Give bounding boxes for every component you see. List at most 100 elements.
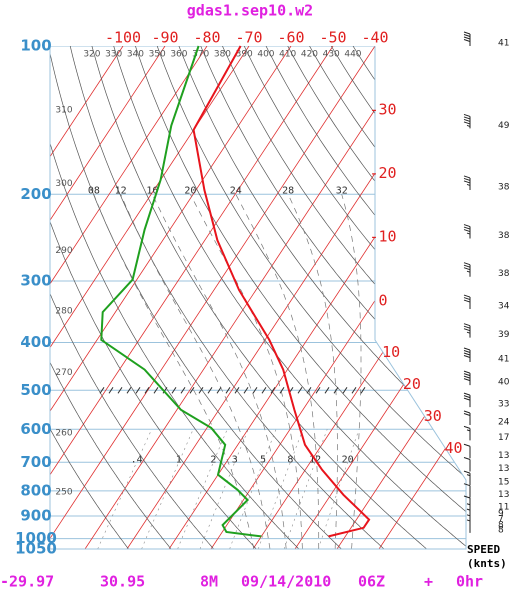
pressure-label: 1050 bbox=[15, 540, 57, 558]
hatch bbox=[315, 387, 321, 394]
barb-half bbox=[466, 514, 471, 517]
moist-adiabat bbox=[235, 194, 320, 549]
mixing-ratio-line bbox=[318, 429, 360, 549]
pressure-label: 200 bbox=[20, 185, 51, 203]
isotherm-label: 10 bbox=[382, 343, 400, 361]
wind-speed: 7 bbox=[498, 515, 504, 525]
hatch bbox=[270, 387, 276, 394]
hatch bbox=[279, 387, 285, 394]
barb-tick bbox=[463, 267, 471, 271]
wind-speed: 17 bbox=[498, 433, 509, 443]
barb-tick bbox=[463, 457, 471, 461]
dry-adiabat bbox=[91, 46, 427, 549]
wind-barb bbox=[463, 294, 471, 310]
barb-tick bbox=[463, 264, 471, 268]
mixing-ratio-line bbox=[141, 429, 194, 549]
wind-speed: 40 bbox=[498, 378, 510, 388]
isotherm bbox=[378, 46, 466, 549]
footer-text: 06Z bbox=[358, 573, 385, 591]
footer-text: 8M bbox=[200, 573, 218, 591]
theta-label: 410 bbox=[279, 50, 296, 60]
moist-adiabat bbox=[287, 194, 338, 549]
barb-half bbox=[466, 270, 471, 273]
isotherm-label: 40 bbox=[444, 439, 462, 457]
barb-tick bbox=[463, 34, 471, 37]
hatch bbox=[234, 387, 240, 394]
wind-barb bbox=[463, 262, 471, 277]
theta-label: 440 bbox=[344, 50, 361, 60]
hatch bbox=[180, 387, 186, 394]
isotherm bbox=[336, 46, 466, 549]
hatch bbox=[351, 387, 357, 394]
wind-speed: 49 bbox=[498, 121, 510, 131]
theta-label: 400 bbox=[257, 50, 274, 60]
isotherm-label: -90 bbox=[151, 29, 178, 47]
pressure-label: 800 bbox=[20, 481, 51, 499]
theta-label: 320 bbox=[83, 50, 100, 60]
isotherm-label: -80 bbox=[193, 29, 220, 47]
barb-half bbox=[466, 474, 471, 477]
hatch bbox=[135, 387, 141, 394]
moist-adiabat-label: 16 bbox=[146, 185, 158, 196]
barb-half bbox=[466, 508, 471, 511]
isotherm-label: -40 bbox=[361, 29, 388, 47]
barb-tick bbox=[463, 180, 471, 184]
pressure-label: 100 bbox=[20, 37, 51, 55]
isotherm-label: -100 bbox=[105, 29, 141, 47]
wind-speed: 13 bbox=[498, 464, 509, 474]
isotherm-label: -10 bbox=[369, 228, 396, 246]
barb-half bbox=[466, 232, 471, 235]
wind-speed: 39 bbox=[498, 330, 510, 340]
footer-text: 09/14/2010 bbox=[241, 573, 331, 591]
barb-tick bbox=[463, 224, 471, 228]
isotherm bbox=[126, 46, 460, 549]
hatch bbox=[306, 387, 312, 394]
wind-speed: 11 bbox=[498, 502, 509, 512]
hatch bbox=[171, 387, 177, 394]
barb-tick bbox=[463, 36, 471, 40]
theta-label: 350 bbox=[149, 50, 166, 60]
barb-half bbox=[466, 124, 471, 127]
barb-tick bbox=[463, 121, 471, 125]
dry-adiabat bbox=[265, 46, 466, 549]
wind-speed: 41 bbox=[498, 354, 509, 364]
wind-barb bbox=[463, 392, 471, 408]
moist-adiabat bbox=[341, 194, 362, 549]
barb-tick bbox=[463, 118, 471, 122]
wind-barb bbox=[463, 495, 471, 510]
barb-tick bbox=[463, 116, 471, 120]
wind-barb bbox=[466, 519, 471, 533]
hatch bbox=[225, 387, 231, 394]
barb-tick bbox=[463, 395, 471, 399]
dry-adiabat bbox=[50, 46, 129, 549]
moist-adiabat-label: 28 bbox=[282, 185, 294, 196]
wind-barb bbox=[463, 323, 471, 338]
speed-label: SPEED bbox=[467, 543, 500, 556]
moist-adiabat-label: 32 bbox=[336, 185, 348, 196]
theta-label: 390 bbox=[236, 50, 253, 60]
dry-adiabat bbox=[309, 46, 466, 549]
dry-adiabat bbox=[200, 46, 466, 549]
theta-label: 300 bbox=[55, 179, 72, 189]
mixing-ratio-line bbox=[229, 429, 277, 549]
theta-label: 290 bbox=[55, 246, 72, 256]
barb-tick bbox=[463, 352, 471, 356]
barb-tick bbox=[463, 39, 471, 42]
theta-label: 360 bbox=[170, 50, 187, 60]
wind-speed: 34 bbox=[498, 302, 510, 312]
barb-half bbox=[466, 519, 471, 522]
dry-adiabat bbox=[352, 46, 466, 549]
mixing-ratio-label: 20 bbox=[342, 454, 354, 465]
profile-line bbox=[100, 45, 262, 538]
barb-tick bbox=[463, 323, 471, 327]
barb-tick bbox=[463, 113, 471, 117]
barb-tick bbox=[463, 229, 471, 233]
isotherm bbox=[50, 46, 292, 549]
isotherm-label: 30 bbox=[424, 407, 442, 425]
wind-speed: 38 bbox=[498, 269, 510, 279]
wind-speed: 13 bbox=[498, 490, 509, 500]
footer-text: + bbox=[424, 573, 433, 591]
mixing-ratio-label: 2 bbox=[210, 454, 216, 465]
hatch bbox=[360, 387, 366, 394]
barb-tick bbox=[463, 349, 471, 353]
